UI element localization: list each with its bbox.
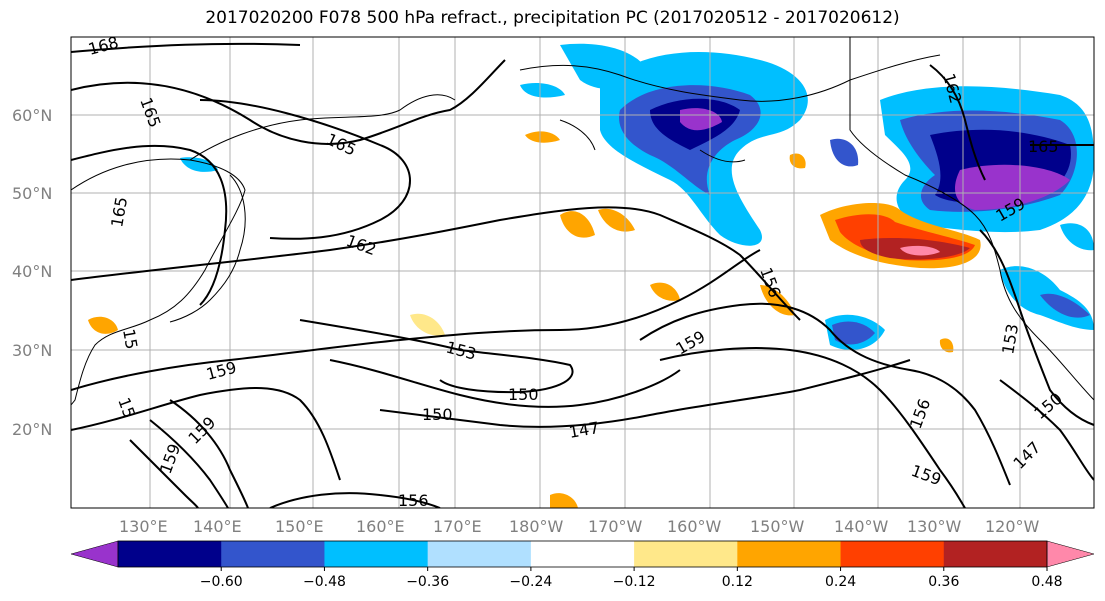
- colorbar-tick-label: 0.36: [928, 574, 959, 590]
- contour-label: 150: [508, 385, 539, 404]
- colorbar-left-extension: [70, 540, 119, 568]
- contour-label: 15: [119, 327, 141, 350]
- colorbar-segment: [118, 541, 222, 567]
- lon-label: 140°W: [834, 517, 889, 536]
- colorbar-segment: [530, 541, 635, 567]
- colorbar-tick-label: −0.48: [303, 574, 346, 590]
- lat-label-60n: 60°N: [12, 106, 52, 125]
- lon-label: 120°W: [985, 517, 1040, 536]
- colorbar-segment: [427, 541, 532, 567]
- lon-label: 180°W: [509, 517, 564, 536]
- colorbar-tick-label: 0.12: [722, 574, 753, 590]
- colorbar-segment: [840, 541, 945, 567]
- colorbar-segment: [737, 541, 842, 567]
- colorbar-right-extension: [1046, 540, 1095, 568]
- map-frame: [70, 36, 1095, 509]
- lon-label: 170°E: [433, 517, 482, 536]
- colorbar-segment: [221, 541, 325, 567]
- colorbar: −0.60 −0.48 −0.36 −0.24 −0.12 0.12 0.24 0.36 0.4…: [70, 540, 1095, 590]
- longitude-labels: 130°E 140°E 150°E 160°E 170°E 180°W 170°…: [119, 517, 1040, 536]
- lon-label: 130°E: [119, 517, 168, 536]
- colorbar-segment: [943, 541, 1048, 567]
- colorbar-tick-label: 0.48: [1031, 574, 1062, 590]
- colorbar-tick-label: −0.12: [613, 574, 656, 590]
- lat-label-50n: 50°N: [12, 184, 52, 203]
- colorbar-tick-label: −0.36: [406, 574, 449, 590]
- colorbar-tick-label: −0.60: [200, 574, 243, 590]
- colorbar-segment: [324, 541, 429, 567]
- lon-label: 170°W: [588, 517, 643, 536]
- lon-label: 160°E: [356, 517, 405, 536]
- lat-label-20n: 20°N: [12, 420, 52, 439]
- graticule: [71, 37, 1094, 508]
- refractivity-contours: [71, 42, 1094, 508]
- colorbar-segments: [118, 541, 1048, 567]
- contour-label: 156: [398, 491, 429, 510]
- colorbar-ticks: −0.60 −0.48 −0.36 −0.24 −0.12 0.12 0.24 0.36 0.4…: [200, 567, 1063, 590]
- colorbar-outline: [117, 540, 1048, 568]
- lon-label: 160°W: [667, 517, 722, 536]
- lon-label: 130°W: [907, 517, 962, 536]
- map-title: 2017020200 F078 500 hPa refract., precip…: [205, 8, 900, 28]
- lon-label: 150°W: [750, 517, 805, 536]
- lat-label-40n: 40°N: [12, 262, 52, 281]
- lon-label: 150°E: [275, 517, 324, 536]
- lat-label-30n: 30°N: [12, 341, 52, 360]
- lon-label: 140°E: [193, 517, 242, 536]
- colorbar-segment: [634, 541, 738, 567]
- colorbar-tick-label: −0.24: [509, 574, 552, 590]
- colorbar-tick-label: 0.24: [825, 574, 856, 590]
- map-content: 168 165 165 165 162 159 159 159 153 150 …: [71, 37, 1094, 510]
- coastlines: [71, 37, 1094, 406]
- latitude-labels: 60°N 50°N 40°N 30°N 20°N: [12, 106, 52, 439]
- contour-label: 150: [422, 405, 453, 424]
- contour-label: 165: [1028, 137, 1059, 156]
